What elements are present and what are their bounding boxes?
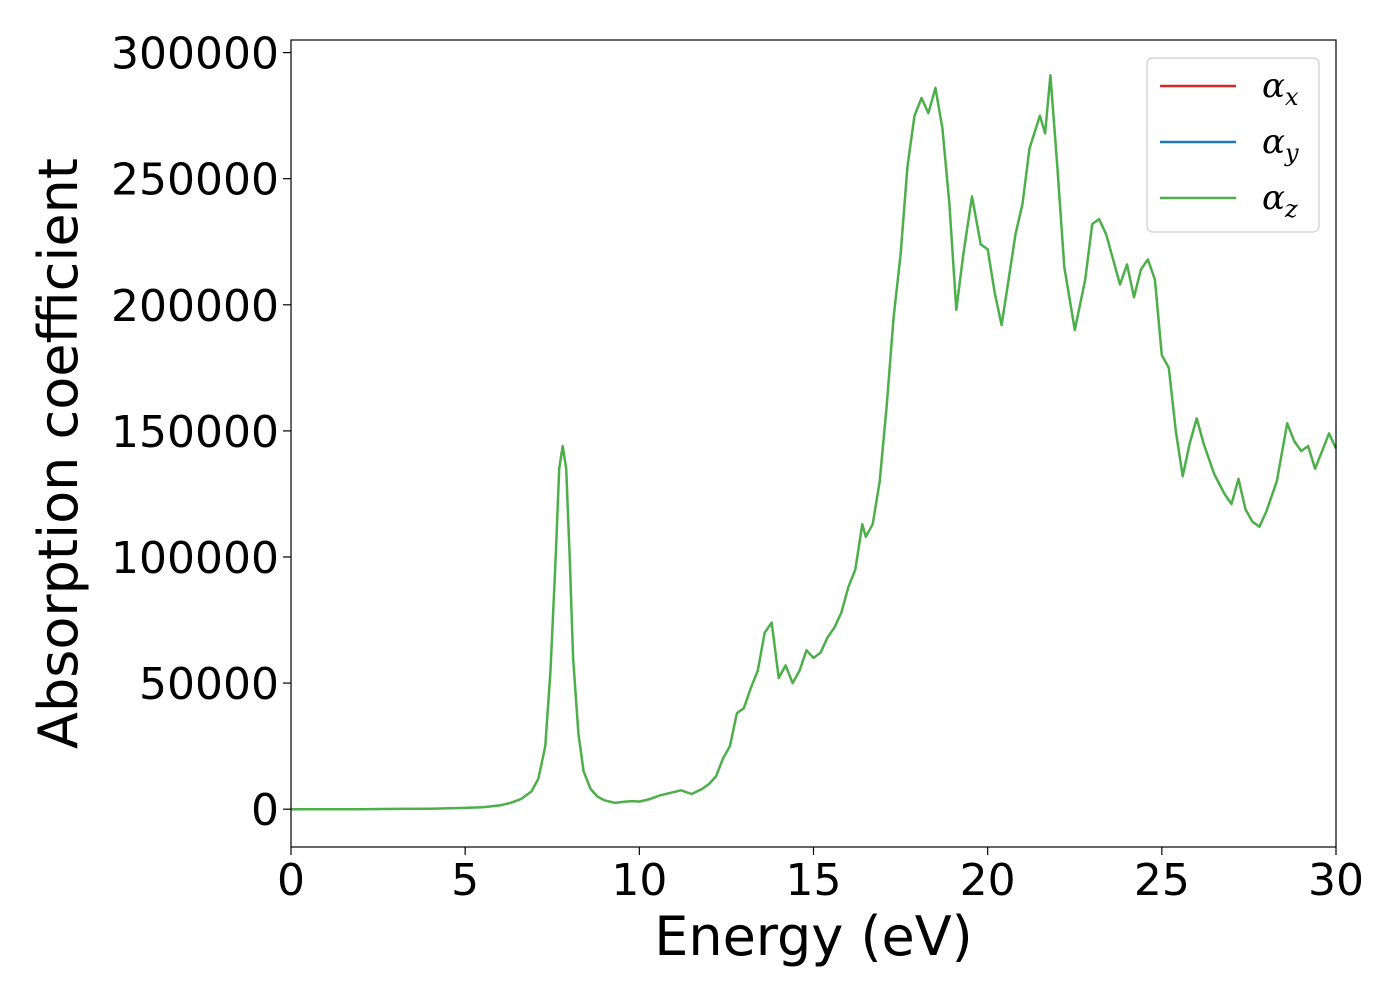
- axes-frame: [290, 39, 1337, 848]
- legend-box: [1146, 57, 1320, 233]
- x-tick-label: 15: [786, 855, 842, 906]
- x-tick-label: 10: [611, 855, 667, 906]
- x-tick-label: 20: [960, 855, 1016, 906]
- legend-label: αx: [1262, 66, 1299, 111]
- x-axis-label: Energy (eV): [654, 905, 973, 968]
- x-axis-ticks: 0 5 10 15 20 25 30: [277, 847, 1364, 906]
- y-tick-label: 150000: [111, 407, 279, 458]
- legend: αx αy αz: [1146, 57, 1320, 233]
- x-tick-label: 5: [451, 855, 479, 906]
- y-tick-label: 0: [251, 785, 279, 836]
- series-line-0: [291, 74, 1338, 811]
- y-tick-label: 300000: [111, 29, 279, 80]
- y-axis-ticks: 0 50000 100000 150000 200000 250000 300000: [111, 29, 291, 836]
- y-axis-label: Absorption coefficient: [27, 158, 90, 749]
- x-tick-label: 25: [1134, 855, 1190, 906]
- plot-area: [291, 74, 1338, 811]
- legend-label: αz: [1262, 178, 1298, 223]
- y-tick-label: 100000: [111, 533, 279, 584]
- legend-label: αy: [1262, 122, 1299, 167]
- x-tick-label: 30: [1308, 855, 1364, 906]
- y-tick-label: 50000: [139, 659, 279, 710]
- y-tick-label: 250000: [111, 155, 279, 206]
- y-tick-label: 200000: [111, 281, 279, 332]
- x-tick-label: 0: [277, 855, 305, 906]
